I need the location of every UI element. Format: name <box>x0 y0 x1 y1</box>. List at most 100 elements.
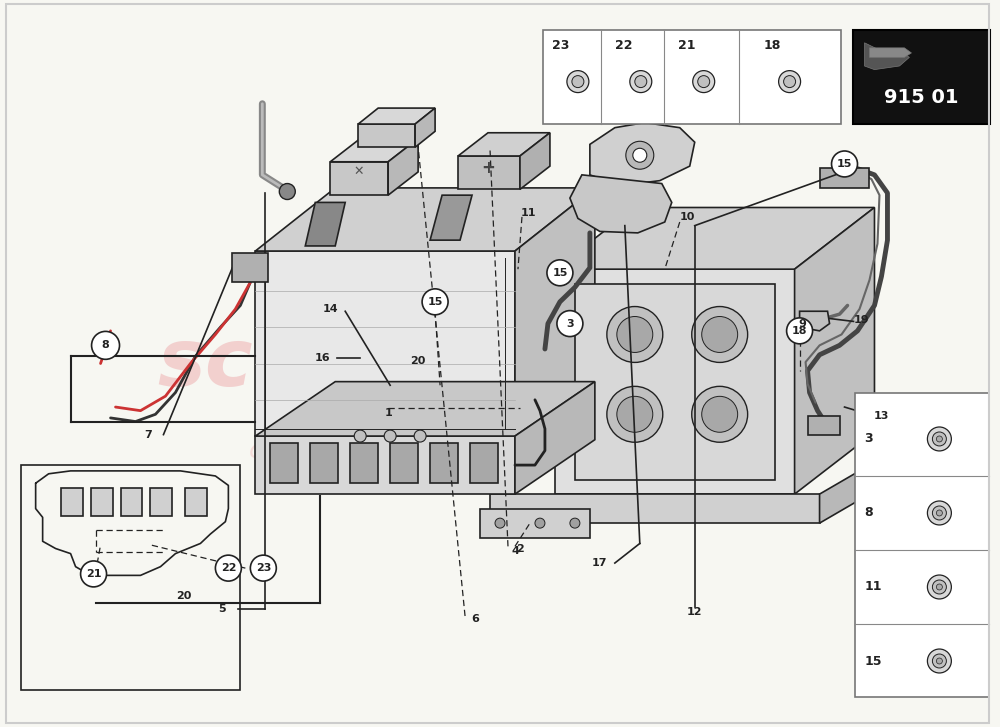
Polygon shape <box>480 509 590 538</box>
Circle shape <box>607 386 663 442</box>
Polygon shape <box>61 489 83 516</box>
Polygon shape <box>430 443 458 483</box>
Circle shape <box>572 76 584 87</box>
Text: scuderia: scuderia <box>157 324 544 403</box>
Circle shape <box>693 71 715 92</box>
Bar <box>648 325 666 345</box>
Polygon shape <box>864 43 909 70</box>
Bar <box>720 365 738 385</box>
Text: 11: 11 <box>520 208 536 217</box>
Polygon shape <box>150 489 172 516</box>
Text: 22: 22 <box>221 563 236 573</box>
Bar <box>630 424 648 443</box>
Text: 16: 16 <box>314 353 330 364</box>
Text: 3: 3 <box>566 318 574 329</box>
Polygon shape <box>515 188 595 436</box>
Polygon shape <box>121 489 142 516</box>
Circle shape <box>698 76 710 87</box>
Polygon shape <box>388 139 418 195</box>
Bar <box>666 305 684 325</box>
Polygon shape <box>390 443 418 483</box>
Text: 6: 6 <box>471 614 479 624</box>
Bar <box>702 385 720 404</box>
Text: 20: 20 <box>176 591 191 601</box>
Bar <box>720 404 738 424</box>
Bar <box>702 424 720 443</box>
Circle shape <box>932 580 946 594</box>
Polygon shape <box>470 443 498 483</box>
Polygon shape <box>305 202 345 246</box>
Bar <box>630 385 648 404</box>
Polygon shape <box>820 168 869 188</box>
Circle shape <box>607 307 663 363</box>
Text: 1: 1 <box>384 408 392 418</box>
Text: 9: 9 <box>799 318 807 329</box>
Text: 20: 20 <box>410 356 426 366</box>
Circle shape <box>936 584 942 590</box>
Polygon shape <box>91 489 113 516</box>
Bar <box>738 345 756 365</box>
Polygon shape <box>430 195 472 240</box>
Polygon shape <box>869 48 911 57</box>
Polygon shape <box>808 417 840 435</box>
Circle shape <box>495 518 505 528</box>
Polygon shape <box>415 108 435 148</box>
Circle shape <box>702 396 738 433</box>
Circle shape <box>932 506 946 520</box>
Polygon shape <box>590 123 695 185</box>
Bar <box>738 305 756 325</box>
Bar <box>684 325 702 345</box>
Polygon shape <box>490 494 820 523</box>
Text: 23: 23 <box>552 39 569 52</box>
Bar <box>630 345 648 365</box>
Text: 11: 11 <box>864 580 882 593</box>
Polygon shape <box>330 139 418 162</box>
Text: 2: 2 <box>516 544 524 553</box>
Circle shape <box>626 141 654 169</box>
Polygon shape <box>795 207 874 494</box>
Polygon shape <box>358 108 435 124</box>
Polygon shape <box>800 311 830 331</box>
Circle shape <box>630 71 652 92</box>
Text: 3: 3 <box>864 433 873 446</box>
Text: 23: 23 <box>256 563 271 573</box>
Circle shape <box>354 430 366 442</box>
Circle shape <box>936 510 942 516</box>
Bar <box>702 305 720 325</box>
Bar <box>855 393 989 697</box>
Text: 15: 15 <box>864 654 882 667</box>
Text: 22: 22 <box>615 39 632 52</box>
Bar <box>684 365 702 385</box>
Circle shape <box>927 649 951 673</box>
Text: 8: 8 <box>864 507 873 520</box>
Circle shape <box>617 316 653 353</box>
Text: 21: 21 <box>678 39 695 52</box>
Circle shape <box>81 561 107 587</box>
Text: 18: 18 <box>764 39 781 52</box>
Circle shape <box>422 289 448 315</box>
Text: +: + <box>481 158 495 177</box>
Polygon shape <box>358 124 415 148</box>
Circle shape <box>250 555 276 581</box>
Circle shape <box>702 316 738 353</box>
Circle shape <box>932 432 946 446</box>
Text: 10: 10 <box>680 212 695 222</box>
Polygon shape <box>255 382 595 436</box>
Bar <box>666 385 684 404</box>
Text: ✕: ✕ <box>353 165 363 177</box>
Text: 915 01: 915 01 <box>884 88 959 107</box>
Polygon shape <box>255 188 595 251</box>
Circle shape <box>633 148 647 162</box>
Circle shape <box>279 183 295 199</box>
Polygon shape <box>570 174 672 233</box>
Text: 8: 8 <box>102 340 109 350</box>
Text: 5: 5 <box>219 603 226 614</box>
Polygon shape <box>255 251 515 436</box>
Polygon shape <box>820 465 869 523</box>
Bar <box>702 345 720 365</box>
Text: 17: 17 <box>592 558 608 568</box>
Bar <box>738 385 756 404</box>
Circle shape <box>787 318 813 344</box>
Polygon shape <box>555 269 795 494</box>
Polygon shape <box>520 133 550 189</box>
